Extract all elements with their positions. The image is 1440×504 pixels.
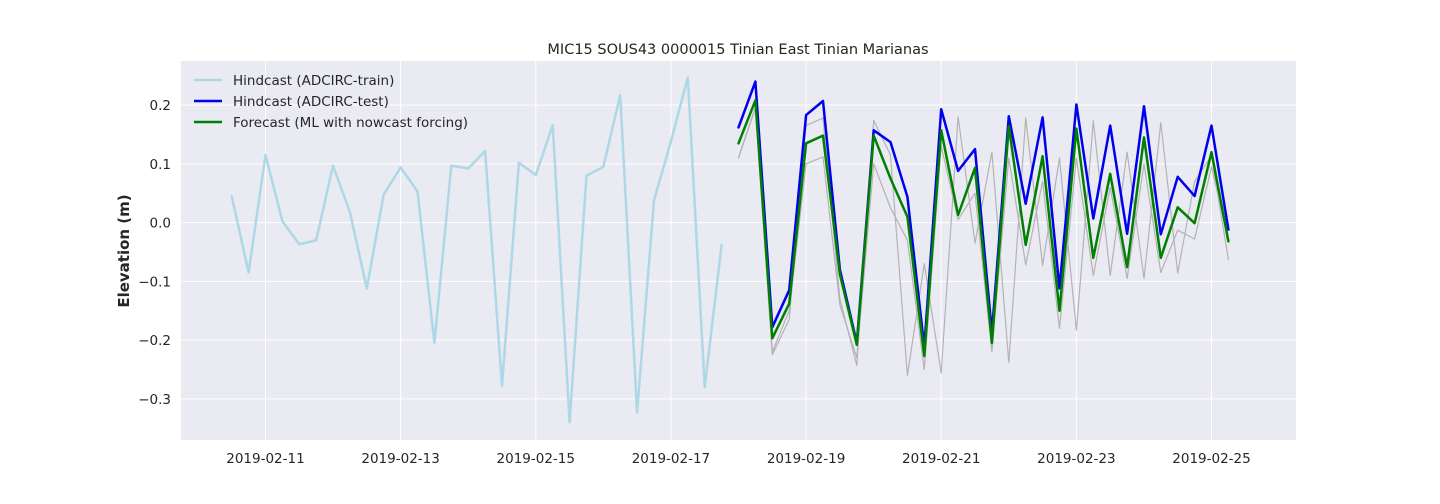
y-tick-label: −0.1 [138,274,171,290]
x-tick-label: 2019-02-23 [1037,451,1115,467]
y-tick-label: −0.3 [138,392,171,408]
y-tick-label: 0.0 [150,216,171,232]
x-axis-ticks: 2019-02-11 2019-02-13 2019-02-15 2019-02-17… [226,451,1251,467]
series-lines [230,76,1230,424]
series-line-hindcast-adcirc-test [737,80,1230,349]
y-tick-label: −0.2 [138,333,171,349]
x-tick-label: 2019-02-11 [226,451,304,467]
series-line-hindcast-adcirc-train [230,76,723,424]
y-tick-label: 0.2 [150,98,171,114]
y-axis-ticks: −0.3 −0.2 −0.1 0.0 0.1 0.2 [138,98,171,408]
y-axis-label: Elevation (m) [115,194,133,307]
chart-title: MIC15 SOUS43 0000015 Tinian East Tinian … [547,42,928,58]
legend: Hindcast (ADCIRC-train) Hindcast (ADCIRC-… [194,73,468,131]
y-tick-label: 0.1 [150,157,171,173]
legend-label: Hindcast (ADCIRC-test) [233,94,389,110]
series-line-forecast-ml-with-nowcast-forcing [737,99,1230,358]
x-tick-label: 2019-02-17 [632,451,710,467]
x-tick-label: 2019-02-25 [1172,451,1250,467]
x-tick-label: 2019-02-15 [497,451,575,467]
legend-label: Forecast (ML with nowcast forcing) [233,115,468,131]
x-tick-label: 2019-02-19 [767,451,845,467]
x-tick-label: 2019-02-21 [902,451,980,467]
series-line-reference-1 [737,106,1230,376]
x-tick-label: 2019-02-13 [361,451,439,467]
series-line-reference-2 [737,107,1230,371]
legend-label: Hindcast (ADCIRC-train) [233,73,394,89]
